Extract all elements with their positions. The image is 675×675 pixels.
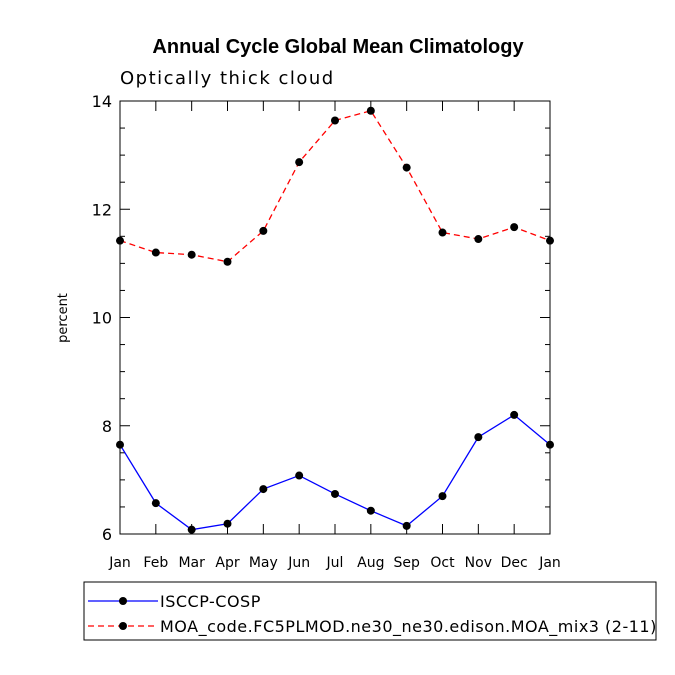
x-tick-label: Jun [287,555,310,571]
data-point [223,257,232,266]
x-tick-label: Jan [108,555,131,571]
data-point [259,226,268,235]
data-point [116,440,124,449]
legend-marker [119,622,127,630]
legend-label: MOA_code.FC5PLMOD.ne30_ne30.edison.MOA_m… [160,617,657,637]
series-2 [116,106,554,266]
x-tick-label: Nov [465,555,492,571]
x-tick-label: Jul [326,555,344,571]
x-tick-label: May [249,555,278,571]
x-tick-label: Mar [178,555,205,571]
legend: ISCCP-COSP MOA_code.FC5PLMOD.ne30_ne30.ed… [83,581,657,641]
x-tick-labels: Jan Feb Mar Apr May Jun Jul Aug Sep Oct Nov Dec Jan [108,555,561,571]
data-point [331,116,339,125]
legend-item-2: MOA_code.FC5PLMOD.ne30_ne30.edison.MOA_m… [88,617,657,637]
legend-frame [83,581,657,641]
x-tick-label: Feb [143,555,168,571]
data-point [116,236,124,245]
data-point [223,519,232,528]
data-point [546,236,554,245]
data-point [187,525,196,534]
series-line [119,109,551,263]
data-point [546,440,554,449]
axis-ticks [119,100,551,535]
data-point [366,506,375,515]
data-point [259,485,268,494]
y-tick-label: 14 [92,92,112,111]
data-point [151,499,160,508]
data-point [402,163,411,172]
data-point [295,158,304,167]
y-tick-labels: 6 8 10 12 14 [92,92,112,544]
y-tick-label: 10 [92,309,112,328]
x-tick-label: Aug [357,555,384,571]
data-point [510,410,519,419]
data-point [366,106,375,115]
data-point [474,433,483,442]
chart-subtitle: Optically thick cloud [120,68,335,89]
y-tick-label: 8 [102,417,112,436]
data-point [438,228,447,237]
data-point [151,248,160,257]
x-tick-label: Dec [501,555,528,571]
legend-marker [119,597,127,605]
data-point [187,250,196,259]
data-point [510,223,519,232]
y-tick-label: 12 [92,200,112,219]
series-line [119,414,551,531]
y-tick-label: 6 [102,525,112,544]
plot-frame [119,100,551,535]
data-point [331,489,339,498]
x-tick-label: Apr [215,555,239,571]
series-layer [116,106,554,534]
chart-title: Annual Cycle Global Mean Climatology [152,36,524,58]
x-tick-label: Sep [393,555,420,571]
data-point [438,492,447,501]
y-axis-label: percent [56,293,71,343]
legend-label: ISCCP-COSP [160,592,261,611]
series-1 [116,410,554,534]
data-point [474,235,483,244]
x-tick-label: Jan [538,555,561,571]
x-tick-label: Oct [430,555,455,571]
data-point [295,471,304,480]
data-point [402,521,411,530]
legend-item-1: ISCCP-COSP [88,592,261,611]
